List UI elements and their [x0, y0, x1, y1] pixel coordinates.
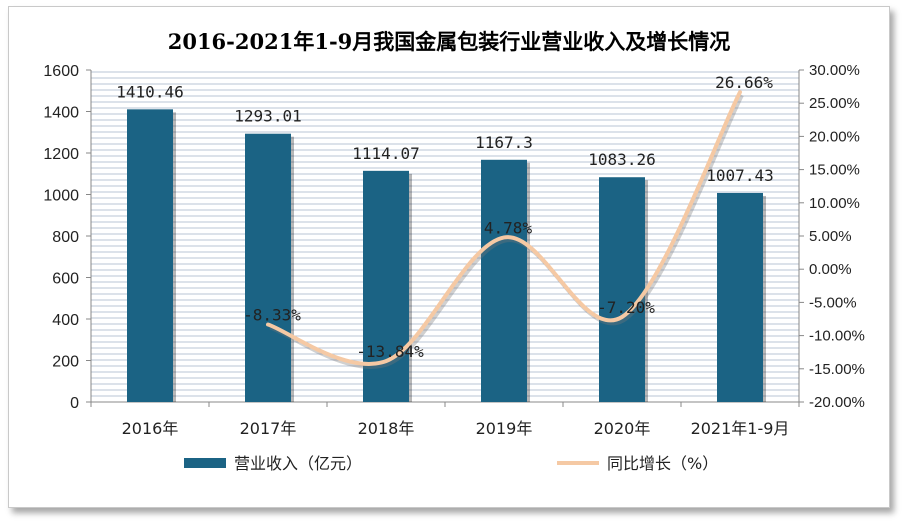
bar [481, 159, 527, 402]
right-tick-label: -20.00% [809, 394, 865, 411]
legend: 营业收入（亿元） 同比增长（%） [184, 454, 718, 473]
chart-canvas: 2016-2021年1-9月我国金属包装行业营业收入及增长情况 0 200 400 6… [43, 29, 864, 473]
right-tick-label: 10.00% [809, 195, 860, 212]
growth-point [620, 315, 624, 319]
growth-value-label: 4.78% [484, 218, 533, 237]
legend-bar-swatch [184, 458, 226, 468]
right-tick-label: 20.00% [809, 128, 860, 145]
left-tick-label: 1400 [43, 105, 79, 122]
left-tick-label: 1200 [43, 146, 79, 163]
data-labels: 1410.46 1293.01 1114.07 1167.3 1083.26 1007.4… [116, 73, 773, 361]
right-tick-label: -10.00% [809, 328, 865, 345]
right-tick-label: 25.00% [809, 95, 860, 112]
legend-line-label: 同比增长（%） [607, 454, 718, 473]
left-tick-label: 600 [52, 271, 79, 288]
bar [717, 192, 763, 402]
left-tick-label: 800 [52, 229, 79, 246]
bar-value-label: 1293.01 [234, 107, 301, 126]
x-tick-label: 2019年 [476, 419, 533, 438]
chart-title: 2016-2021年1-9月我国金属包装行业营业收入及增长情况 [168, 29, 731, 54]
bar-value-label: 1083.26 [588, 150, 655, 169]
bar-series [127, 109, 766, 402]
chart-frame: 2016-2021年1-9月我国金属包装行业营业收入及增长情况 0 200 400 6… [8, 6, 890, 508]
right-tick-label: 15.00% [809, 162, 860, 179]
bar-value-label: 1007.43 [706, 166, 773, 185]
x-tick-label: 2021年1-9月 [691, 419, 790, 438]
growth-point [384, 359, 388, 363]
gridlines [91, 70, 799, 402]
growth-line [266, 90, 742, 366]
plot-area [91, 70, 799, 402]
right-tick-label: 0.00% [809, 261, 852, 278]
left-tick-label: 400 [52, 312, 79, 329]
bar-value-label: 1167.3 [475, 133, 533, 152]
growth-value-label: -8.33% [243, 306, 301, 325]
line-series [266, 90, 744, 369]
x-tick-label: 2020年 [594, 419, 651, 438]
right-tick-label: 30.00% [809, 62, 860, 79]
left-tick-label: 1600 [43, 63, 79, 80]
left-tick-label: 200 [52, 354, 79, 371]
growth-point [502, 235, 506, 239]
bar-value-label: 1114.07 [352, 144, 419, 163]
left-tick-label: 0 [70, 395, 79, 412]
right-tick-label: 5.00% [809, 228, 852, 245]
x-tick-label: 2018年 [358, 419, 415, 438]
x-tick-label: 2017年 [240, 419, 297, 438]
x-tick-label: 2016年 [122, 419, 179, 438]
legend-bar-label: 营业收入（亿元） [234, 454, 362, 473]
growth-value-label: -13.84% [356, 342, 424, 361]
growth-point [738, 90, 742, 94]
bar-value-label: 1410.46 [116, 82, 183, 101]
bar [127, 109, 173, 402]
bar [245, 133, 291, 402]
axes: 0 200 400 600 800 1000 1200 1400 1600 -20.00% -15.… [43, 62, 864, 438]
growth-point [266, 323, 270, 327]
bar [599, 177, 645, 402]
left-tick-label: 1000 [43, 188, 79, 205]
growth-value-label: -7.20% [597, 298, 655, 317]
right-tick-label: -15.00% [809, 361, 865, 378]
right-tick-label: -5.00% [809, 294, 857, 311]
growth-value-label: 26.66% [715, 73, 773, 92]
